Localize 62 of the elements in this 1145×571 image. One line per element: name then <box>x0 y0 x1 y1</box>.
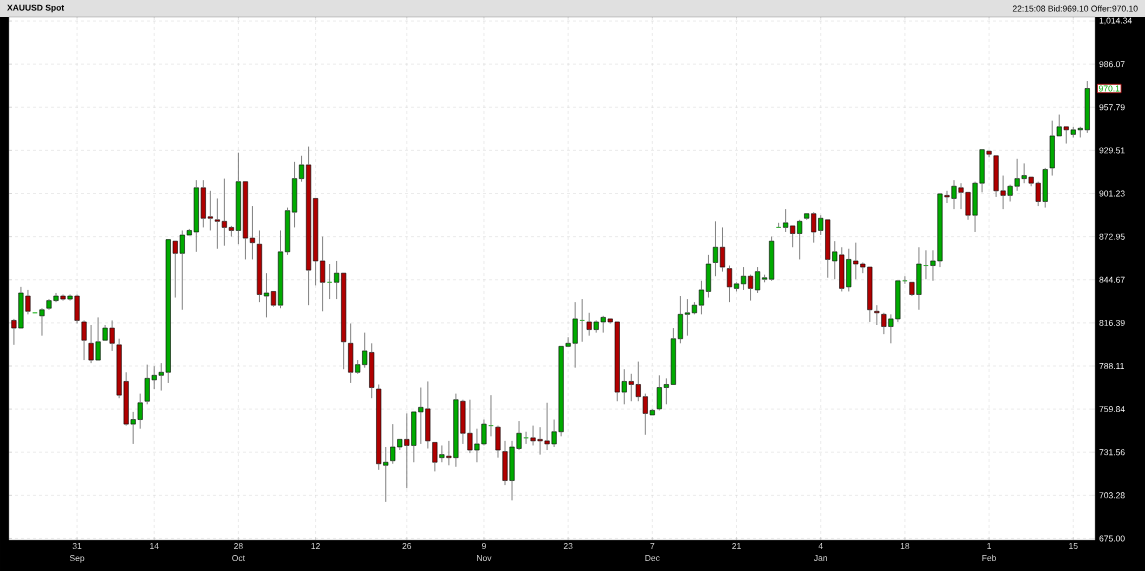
y-tick-label: 731.56 <box>1099 449 1125 456</box>
candlestick <box>81 319 87 361</box>
x-tick-label: 4 Jan <box>813 543 827 561</box>
x-tick-label: 9 Nov <box>477 543 492 562</box>
y-tick-label: 957.79 <box>1099 104 1125 111</box>
x-tick-label: 14 <box>150 543 159 549</box>
candlestick <box>684 298 690 337</box>
candlestick <box>726 265 733 303</box>
y-tick-label: 844.67 <box>1099 276 1125 283</box>
candlestick <box>256 230 263 303</box>
candlestick <box>39 307 45 337</box>
x-tick-label: 7 Dec <box>645 543 660 561</box>
candlestick <box>320 236 326 312</box>
y-tick-label: 759.84 <box>1099 406 1125 413</box>
candlestick <box>495 425 501 459</box>
x-tick-label: 28 Oct <box>232 543 245 562</box>
y-tick-label: 703.28 <box>1099 492 1125 499</box>
candlestick <box>277 230 284 309</box>
x-tick-label: 12 <box>311 543 320 549</box>
y-tick-label: 929.51 <box>1099 147 1125 154</box>
x-tick-label: 18 <box>900 543 910 550</box>
candlestick <box>235 152 241 245</box>
x-tick-label: 15 <box>1069 543 1078 549</box>
candlestick <box>691 301 697 315</box>
candlestick <box>755 266 761 294</box>
annotation: 970.1 <box>1099 85 1120 92</box>
candlestick <box>270 291 277 308</box>
candlestick <box>698 280 704 315</box>
candlestick <box>762 274 768 283</box>
candlestick <box>776 222 782 228</box>
y-tick-label: 1,014.34 <box>1099 17 1132 25</box>
candlestick <box>769 236 775 282</box>
candlestick <box>263 272 270 318</box>
y-tick-label: 788.11 <box>1099 363 1124 370</box>
candlestick <box>299 155 305 183</box>
chart-subtitle: 22:15:08 Bid:969.10 Offer:970.10 <box>1012 5 1138 12</box>
y-tick-label: 675.00 <box>1099 535 1125 542</box>
y-tick-label: 816.39 <box>1099 319 1125 326</box>
candlestick <box>748 274 754 302</box>
candlestick <box>313 198 319 286</box>
candlestick <box>249 205 255 260</box>
candlestick <box>733 281 740 292</box>
y-tick-label: 986.07 <box>1099 61 1125 68</box>
candlestick <box>705 254 711 299</box>
x-tick-label: 1 Feb <box>982 543 997 561</box>
candlestick <box>284 207 291 256</box>
chart-title: XAUUSD Spot <box>7 4 65 13</box>
candlestick <box>874 304 880 326</box>
candlestick <box>291 161 298 228</box>
x-tick-label: 26 <box>402 543 412 550</box>
y-tick-label: 901.23 <box>1099 190 1125 197</box>
y-tick-label: 872.95 <box>1099 233 1125 240</box>
x-tick-label: 31 Sep <box>69 543 85 563</box>
x-tick-label: 21 <box>732 543 741 549</box>
candlestick <box>719 226 726 273</box>
candlestick <box>712 220 719 277</box>
candlestick <box>740 266 747 291</box>
candlestick <box>677 295 683 344</box>
x-tick-label: 23 <box>563 543 573 550</box>
candlestick <box>306 146 312 306</box>
candlestick <box>242 181 248 260</box>
candlestick <box>228 225 234 238</box>
